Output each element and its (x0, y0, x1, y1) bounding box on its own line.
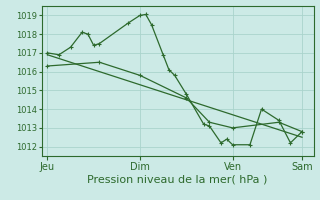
X-axis label: Pression niveau de la mer( hPa ): Pression niveau de la mer( hPa ) (87, 174, 268, 184)
